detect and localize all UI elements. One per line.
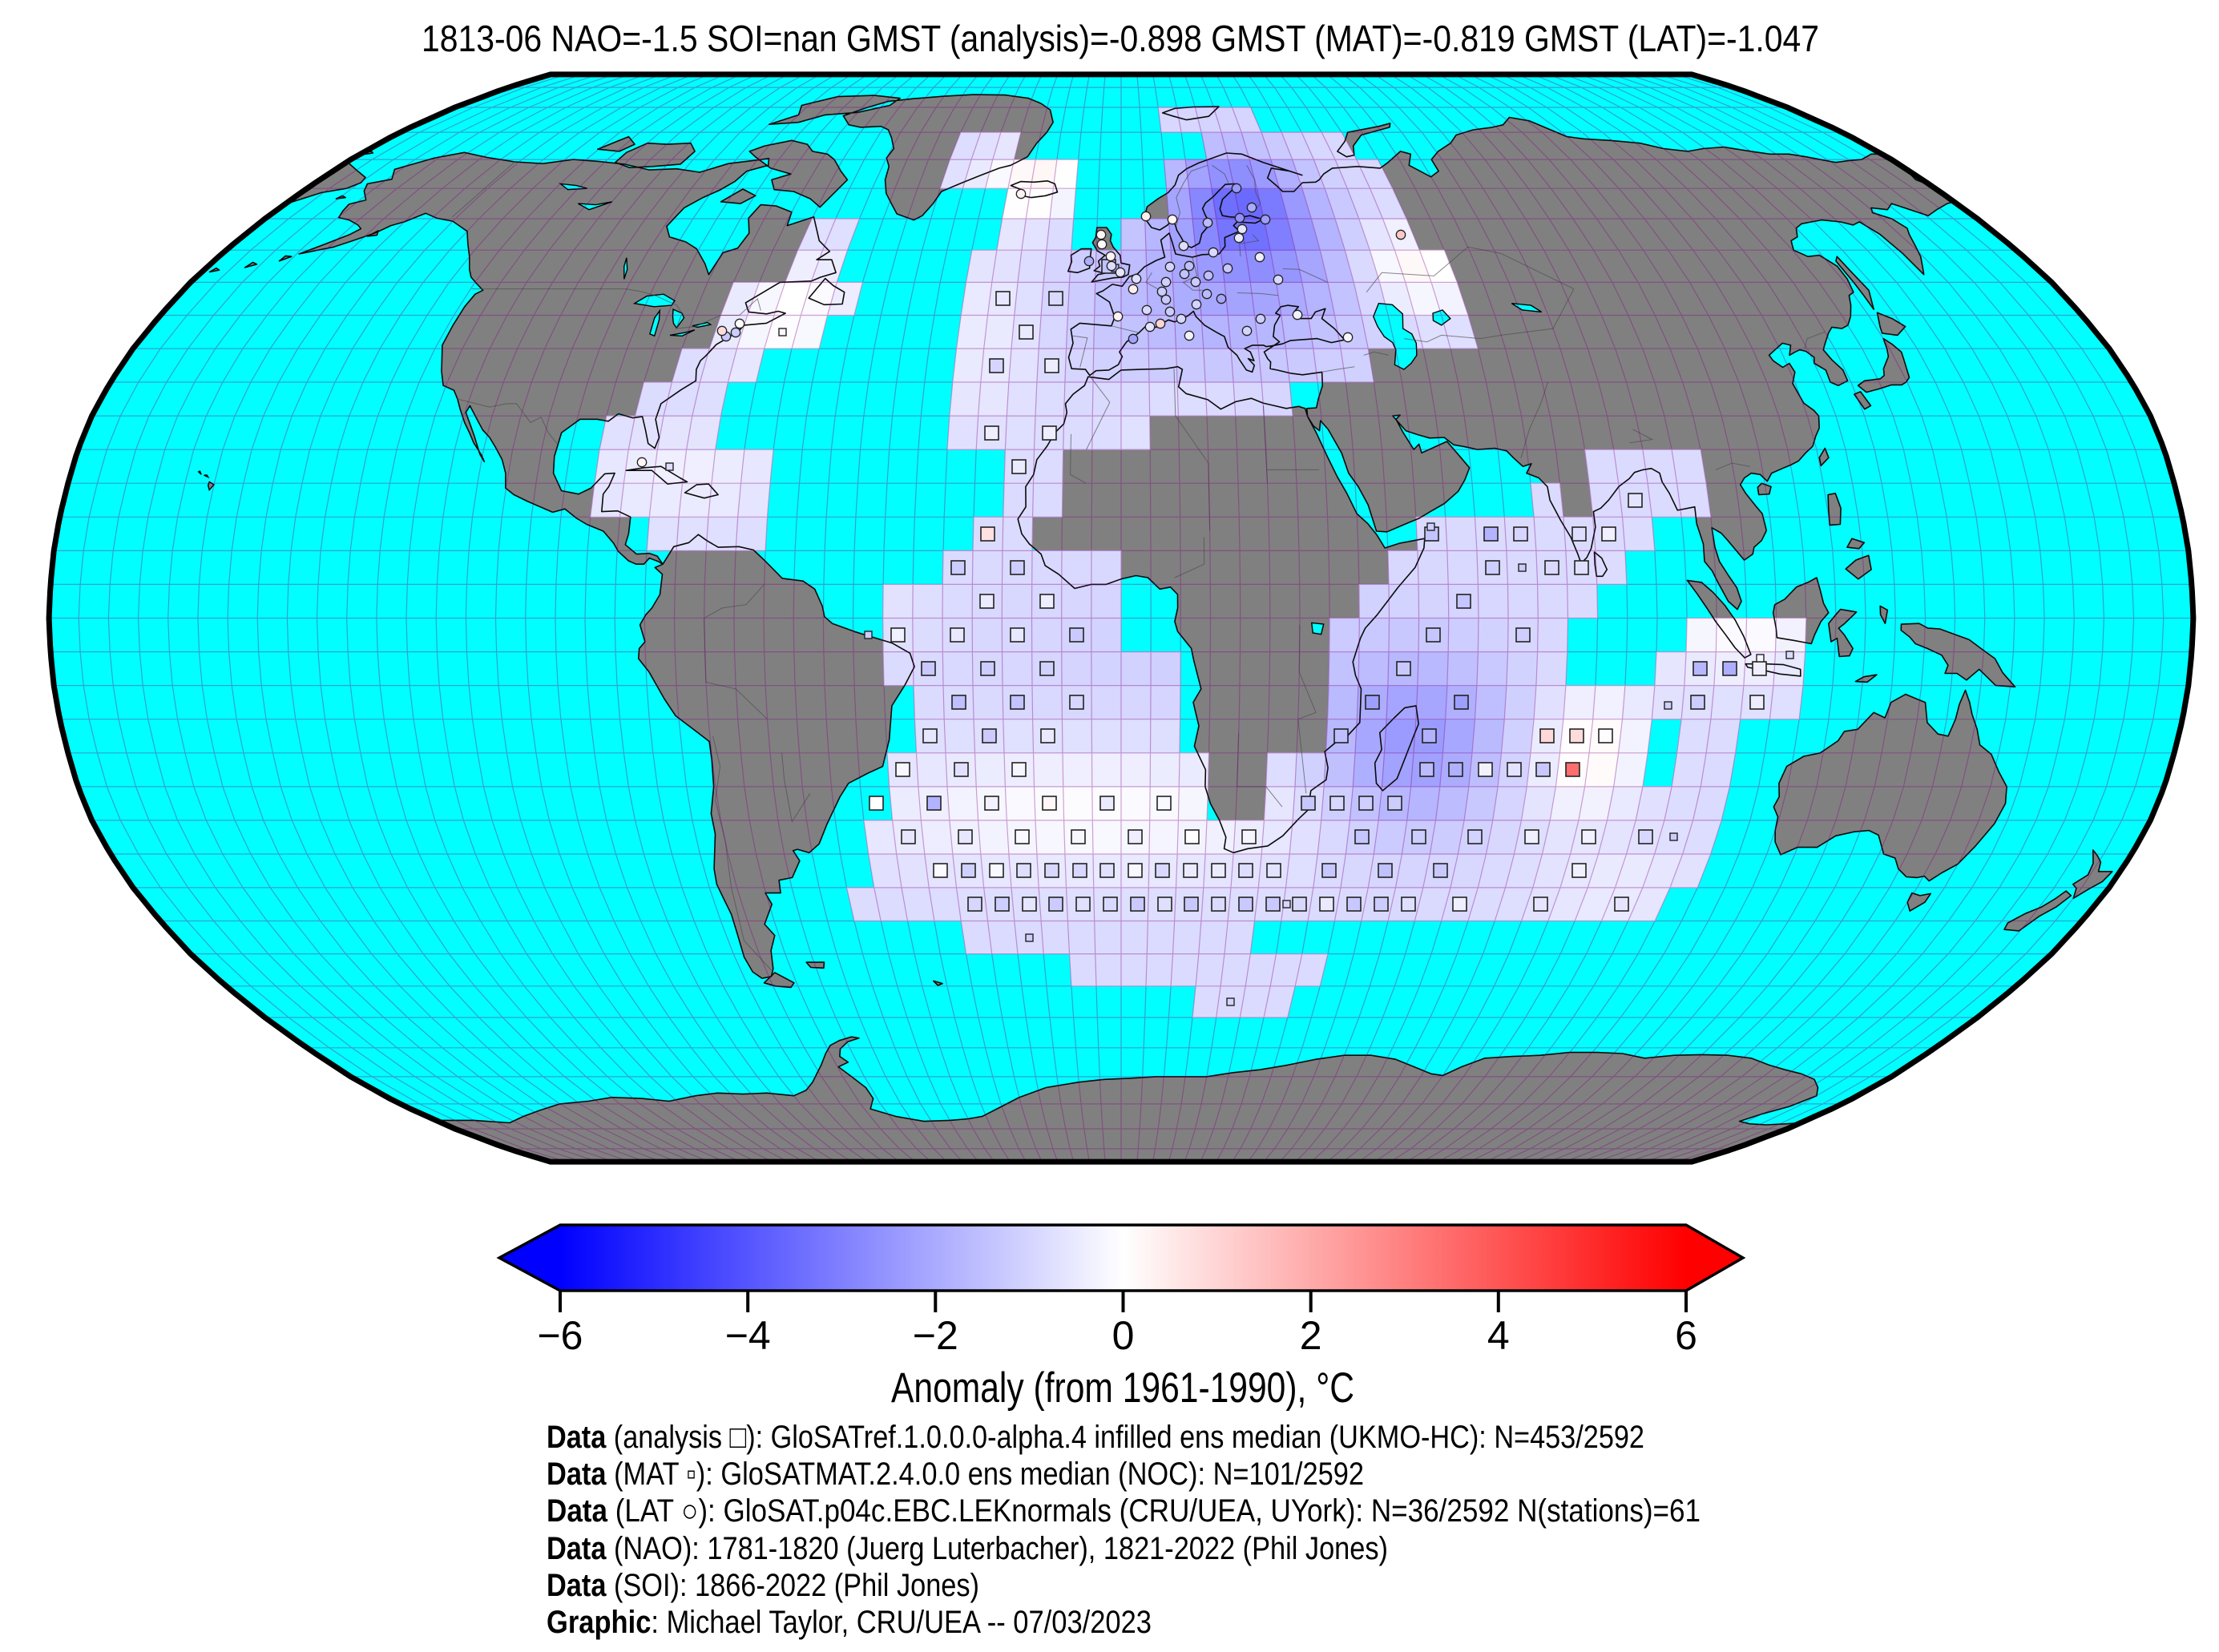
- svg-text:Data (SOI): 1866-2022 (Phil Jo: Data (SOI): 1866-2022 (Phil Jones): [547, 1568, 979, 1603]
- svg-text:−4: −4: [725, 1313, 771, 1358]
- svg-text:1813-06 NAO=-1.5 SOI=nan GMST: 1813-06 NAO=-1.5 SOI=nan GMST (analysis)…: [422, 18, 1819, 59]
- svg-text:4: 4: [1487, 1313, 1510, 1358]
- svg-text:6: 6: [1675, 1313, 1697, 1358]
- svg-text:Data (analysis □): GloSATref.1: Data (analysis □): GloSATref.1.0.0.0-alp…: [547, 1420, 1644, 1455]
- svg-text:−2: −2: [913, 1313, 958, 1358]
- svg-text:Data (LAT ○): GloSAT.p04c.EBC.: Data (LAT ○): GloSAT.p04c.EBC.LEKnormals…: [547, 1493, 1701, 1529]
- svg-text:2: 2: [1300, 1313, 1322, 1358]
- svg-text:Data (NAO): 1781-1820 (Juerg L: Data (NAO): 1781-1820 (Juerg Luterbacher…: [547, 1531, 1388, 1566]
- svg-text:0: 0: [1112, 1313, 1135, 1358]
- svg-text:Graphic: Michael Taylor, CRU/U: Graphic: Michael Taylor, CRU/UEA -- 07/0…: [547, 1605, 1152, 1640]
- svg-text:Anomaly (from 1961-1990), °C: Anomaly (from 1961-1990), °C: [891, 1364, 1354, 1412]
- svg-text:Data (MAT ▫): GloSATMAT.2.4.0.: Data (MAT ▫): GloSATMAT.2.4.0.0 ens medi…: [547, 1457, 1364, 1492]
- svg-text:−6: −6: [537, 1313, 583, 1358]
